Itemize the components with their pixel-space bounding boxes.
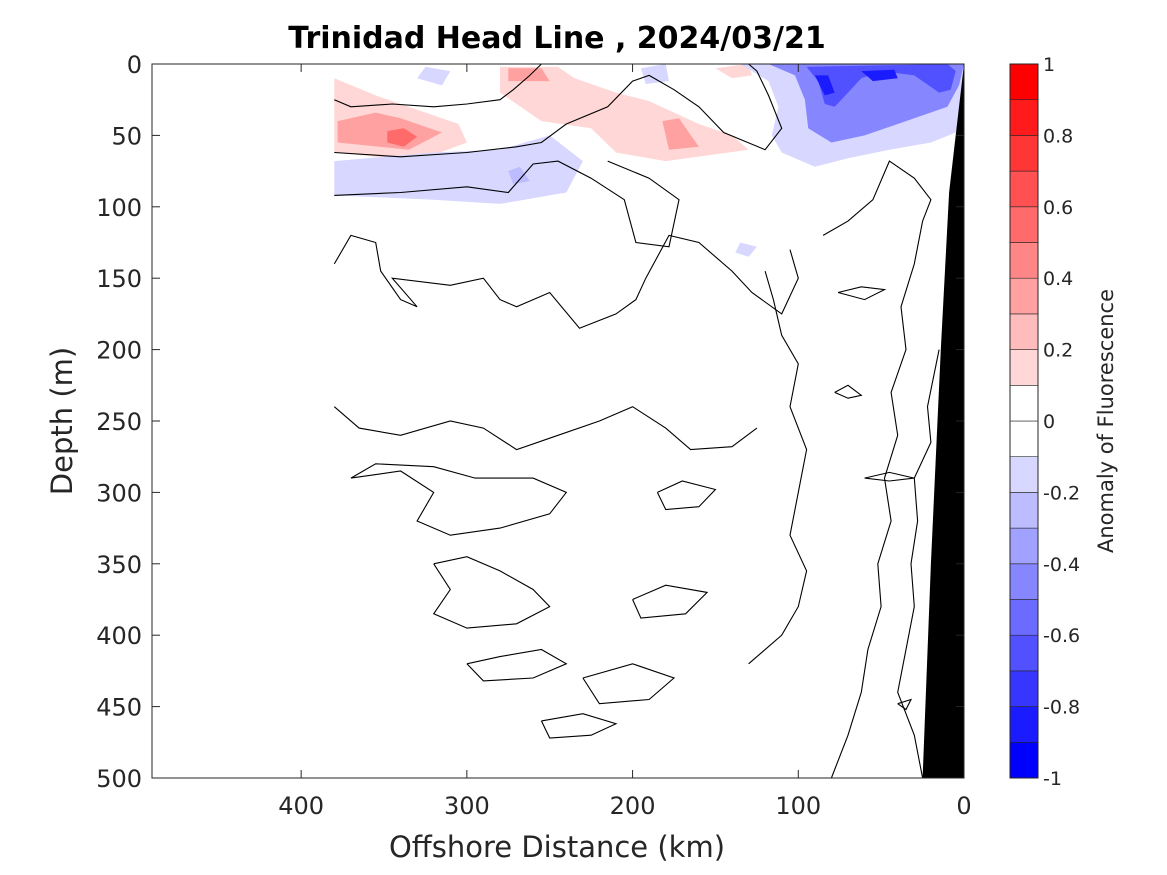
colorbar-segment: [1009, 349, 1039, 386]
colorbar-tick-label: 0.8: [1043, 125, 1073, 147]
colorbar: -1 -0.8 -0.6 -0.4 -0.2 0 0.2 0.4 0.6 0.8 1: [1009, 54, 1080, 790]
y-tick-label: 450: [96, 694, 142, 722]
anomaly-patch: [387, 128, 418, 147]
anomaly-patch: [814, 75, 835, 96]
x-axis-ticks: 400 300 200 100 0: [278, 64, 972, 820]
colorbar-tick-label: -0.8: [1043, 697, 1080, 719]
plot-area: [151, 63, 965, 779]
colorbar-tick-label: -0.2: [1043, 482, 1080, 504]
contour-line: [582, 663, 676, 705]
contour-line: [837, 286, 887, 301]
anomaly-patch: [662, 118, 699, 150]
colorbar-segment: [1009, 599, 1039, 636]
anomaly-patch: [640, 64, 669, 84]
colorbar-segment: [1009, 741, 1039, 779]
anomaly-patch: [334, 135, 583, 204]
colorbar-segment: [1009, 206, 1039, 243]
y-tick-label: 350: [96, 551, 142, 579]
contour-line: [834, 384, 863, 399]
colorbar-tick-label: 0: [1043, 411, 1055, 433]
colorbar-tick-label: -0.4: [1043, 554, 1080, 576]
contour-line: [748, 270, 808, 665]
colorbar-segment: [1009, 527, 1039, 565]
contour-line: [334, 63, 542, 108]
anomaly-patch: [806, 64, 956, 107]
seafloor: [922, 64, 964, 778]
contour-line: [540, 713, 618, 739]
contour-line: [632, 584, 709, 619]
colorbar-segment: [1009, 277, 1039, 315]
anomaly-patch: [417, 66, 451, 86]
anomaly-patch: [508, 68, 550, 82]
y-tick-label: 300: [96, 479, 142, 507]
colorbar-tick-label: 0.4: [1043, 268, 1073, 290]
y-tick-label: 0: [127, 51, 142, 79]
colorbar-segment: [1009, 670, 1039, 707]
contour-line: [656, 480, 717, 511]
contour-line: [897, 698, 913, 711]
y-tick-label: 150: [96, 265, 142, 293]
colorbar-segment: [1009, 135, 1039, 172]
anomaly-patch: [861, 69, 898, 82]
contour-line: [333, 406, 758, 451]
contour-line: [334, 63, 783, 158]
x-tick-label: 300: [444, 792, 490, 820]
anomaly-patch: [334, 64, 384, 76]
colorbar-segment: [1009, 313, 1039, 350]
colorbar-segment: [1009, 456, 1039, 493]
y-tick-label: 500: [96, 765, 142, 793]
contour-line: [864, 471, 915, 482]
seafloor-layer: [922, 64, 964, 778]
contour-line: [466, 648, 568, 682]
y-tick-label: 400: [96, 622, 142, 650]
colorbar-segment: [1009, 563, 1039, 600]
anomaly-patch: [508, 166, 530, 184]
contour-line: [822, 160, 932, 779]
colorbar-label: Anomaly of Fluorescence: [1094, 289, 1118, 553]
x-axis-label: Offshore Distance (km): [389, 830, 725, 864]
colorbar-segment: [1009, 384, 1039, 422]
contour-line: [334, 160, 680, 248]
anomaly-patch: [715, 64, 752, 79]
x-tick-label: 0: [956, 792, 971, 820]
anomaly-patches: [334, 64, 964, 257]
colorbar-tick-label: 0.2: [1043, 340, 1073, 362]
y-tick-label: 50: [111, 122, 142, 150]
colorbar-segment: [1009, 706, 1039, 743]
colorbar-segment: [1009, 99, 1039, 136]
contour-line: [432, 556, 551, 629]
colorbar-frame: [1009, 63, 1039, 779]
contour-line: [333, 234, 799, 329]
colorbar-segment: [1009, 634, 1039, 672]
x-tick-label: 200: [610, 792, 656, 820]
x-tick-label: 100: [775, 792, 821, 820]
y-axis-label: Depth (m): [45, 347, 79, 495]
y-tick-label: 250: [96, 408, 142, 436]
colorbar-segment: [1009, 170, 1039, 208]
colorbar-tick-label: 1: [1043, 54, 1055, 76]
colorbar-segment: [1009, 492, 1039, 529]
zero-contours: [333, 63, 940, 779]
anomaly-patch: [735, 242, 757, 257]
colorbar-tick-label: -0.6: [1043, 625, 1080, 647]
contour-line: [350, 463, 568, 536]
colorbar-segment: [1009, 420, 1039, 458]
anomaly-patch: [768, 64, 964, 143]
contour-line: [897, 349, 940, 779]
chart-title: Trinidad Head Line , 2024/03/21: [288, 21, 825, 56]
y-axis-ticks: 0 50 100 150 200 250 300 350 400 450 500: [96, 51, 964, 793]
y-tick-label: 100: [96, 194, 142, 222]
colorbar-tick-label: -1: [1043, 768, 1062, 790]
x-tick-label: 400: [278, 792, 324, 820]
colorbar-tick-label: 0.6: [1043, 197, 1073, 219]
colorbar-segment: [1009, 242, 1039, 279]
y-tick-label: 200: [96, 337, 142, 365]
colorbar-segment: [1009, 63, 1039, 101]
